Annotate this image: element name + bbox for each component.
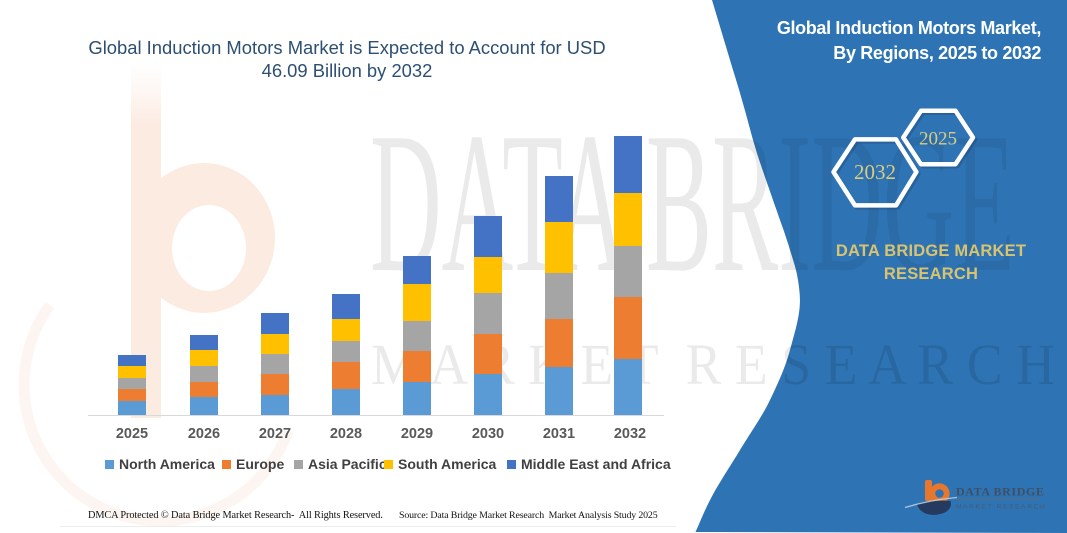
svg-text:DATA BRIDGE: DATA BRIDGE [956, 485, 1045, 499]
svg-text:MARKET RESEARCH: MARKET RESEARCH [956, 504, 1046, 511]
svg-text:2032: 2032 [854, 160, 896, 184]
svg-text:2025: 2025 [919, 129, 957, 150]
